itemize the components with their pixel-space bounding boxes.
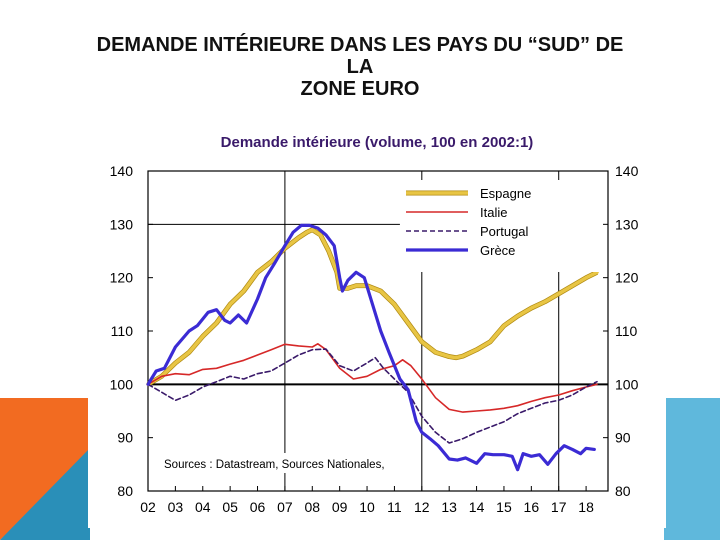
x-tick-label: 18	[578, 499, 594, 515]
title-line-3: ZONE EURO	[300, 78, 420, 100]
legend-label: Espagne	[480, 186, 531, 201]
source-note-box	[158, 453, 420, 473]
x-tick-label: 03	[168, 499, 184, 515]
chart-panel: Demande intérieure (volume, 100 en 2002:…	[88, 128, 666, 528]
x-tick-label: 06	[250, 499, 266, 515]
slide-decoration-right	[664, 398, 720, 540]
y-tick-label-left: 120	[110, 270, 134, 286]
x-tick-label: 16	[524, 499, 540, 515]
line-chart: Demande intérieure (volume, 100 en 2002:…	[110, 134, 639, 515]
y-tick-label-left: 80	[117, 483, 133, 499]
y-tick-label-left: 140	[110, 163, 134, 179]
x-tick-label: 04	[195, 499, 211, 515]
corner-shapes-left	[0, 398, 90, 540]
slide-decoration-left	[0, 398, 90, 540]
corner-shapes-right	[664, 398, 720, 540]
x-tick-label: 15	[496, 499, 512, 515]
y-tick-label-right: 100	[615, 376, 639, 392]
x-tick-label: 14	[469, 499, 485, 515]
y-tick-label-left: 100	[110, 376, 134, 392]
chart-title: Demande intérieure (volume, 100 en 2002:…	[221, 134, 534, 151]
legend-label: Italie	[480, 205, 507, 220]
teal-shape	[0, 448, 90, 540]
series-line	[147, 343, 598, 413]
y-tick-label-right: 120	[615, 270, 639, 286]
x-tick-label: 08	[304, 499, 320, 515]
slide-title: DEMANDE INTÉRIEURE DANS LES PAYS DU “SUD…	[60, 34, 660, 100]
source-note: Sources : Datastream, Sources Nationales…	[164, 459, 385, 471]
y-tick-label-right: 90	[615, 430, 631, 446]
y-tick-label-right: 110	[615, 323, 638, 339]
series-line	[146, 227, 599, 387]
legend-label: Portugal	[480, 224, 529, 239]
legend-label: Grèce	[480, 243, 515, 258]
y-tick-label-left: 130	[110, 216, 134, 232]
title-line-2: LA	[346, 56, 374, 78]
y-tick-label-right: 140	[615, 163, 639, 179]
x-tick-label: 17	[551, 499, 567, 515]
title-line-1: DEMANDE INTÉRIEURE DANS LES PAYS DU “SUD…	[96, 34, 624, 56]
series-line	[147, 348, 598, 444]
x-tick-label: 09	[332, 499, 348, 515]
y-tick-label-right: 80	[615, 483, 631, 499]
light-blue-shape	[664, 398, 720, 540]
y-tick-label-left: 110	[111, 323, 134, 339]
x-tick-label: 13	[441, 499, 457, 515]
x-tick-label: 07	[277, 499, 293, 515]
x-tick-label: 10	[359, 499, 375, 515]
x-tick-label: 02	[140, 499, 156, 515]
y-tick-label-left: 90	[117, 430, 133, 446]
x-tick-label: 12	[414, 499, 430, 515]
orange-shape	[0, 398, 90, 540]
x-tick-label: 11	[387, 499, 402, 515]
y-tick-label-right: 130	[615, 216, 639, 232]
x-tick-label: 05	[222, 499, 238, 515]
series-line	[146, 223, 596, 472]
